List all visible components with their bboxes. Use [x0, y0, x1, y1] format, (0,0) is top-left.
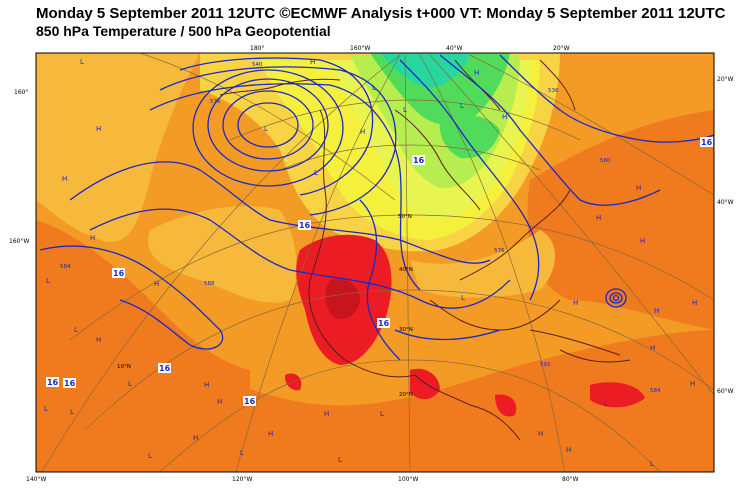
low-center: L [74, 326, 78, 334]
map-subtitle: 850 hPa Temperature / 500 hPa Geopotenti… [36, 23, 331, 39]
temp-red-mexico [410, 368, 440, 400]
low-center: L [403, 106, 407, 114]
high-center: H [96, 336, 101, 344]
low-center: L [240, 449, 244, 457]
contour-label: 16 [47, 378, 59, 387]
high-pressure-markers: H H H H H H H H H H H H H H H H H H H H … [62, 58, 697, 454]
low-center: L [380, 410, 384, 418]
lat-label: 20°N [399, 392, 413, 398]
high-center: H [217, 398, 222, 406]
high-center: H [154, 280, 159, 288]
high-center: H [502, 113, 507, 121]
high-center: H [654, 307, 659, 315]
temp-red-gulf [495, 394, 517, 417]
warm-band-atlantic [527, 110, 714, 330]
geopotential-label: 584 [650, 388, 661, 394]
high-center: H [640, 237, 645, 245]
lat-label: 30°N [399, 327, 413, 333]
contour-label: 16 [159, 364, 171, 373]
high-center: H [90, 234, 95, 242]
contour-label: 16 [378, 319, 390, 328]
temp-dark-red-core [325, 278, 360, 320]
low-center: L [314, 169, 318, 177]
temp-light-orange-central [148, 206, 297, 303]
map-frame [35, 52, 715, 473]
temp-light-orange-east [410, 230, 555, 298]
high-center: H [324, 410, 329, 418]
map-title: Monday 5 September 2011 12UTC ©ECMWF Ana… [36, 5, 726, 22]
low-pressure-markers: L L L L L L L L L L L L L L L L L L [44, 58, 654, 468]
warm-band-south [36, 300, 714, 472]
frame-label-bottom: 100°W [398, 476, 419, 483]
lat-label: 50°N [398, 214, 412, 220]
contour-label: 16 [113, 269, 125, 278]
frame-label-top: 20°W [553, 45, 570, 52]
high-center: H [650, 344, 655, 352]
frame-label-top: 40°W [446, 45, 463, 52]
geopotential-label: 588 [204, 281, 215, 287]
low-center: L [460, 102, 464, 110]
high-center: H [692, 299, 697, 307]
contour-label: 16 [413, 156, 425, 165]
low-center: L [80, 58, 84, 66]
coastlines [219, 59, 631, 441]
contour-label: 16 [64, 379, 76, 388]
geopotential-label: 584 [60, 264, 71, 270]
high-center: H [636, 184, 641, 192]
low-center: L [604, 400, 608, 408]
low-center: L [338, 456, 342, 464]
low-center: L [264, 125, 268, 133]
frame-label-right: 20°W [717, 76, 734, 83]
frame-label-bottom: 80°W [562, 476, 579, 483]
latitude-labels: 50°N 40°N 30°N 20°N 10°N [117, 214, 413, 398]
low-center: L [46, 277, 50, 285]
low-center: L [461, 294, 465, 302]
high-center: H [96, 125, 101, 133]
frame-label-left: 160° [14, 89, 29, 96]
high-center: H [596, 214, 601, 222]
low-center: L [148, 452, 152, 460]
geopotential-label: 536 [548, 88, 559, 94]
high-center: H [193, 434, 198, 442]
geopotential-labels: 540 576 584 588 592 576 580 584 536 [60, 62, 661, 394]
frame-label-left: 160°W [9, 238, 30, 245]
low-center: L [650, 460, 654, 468]
contour-label: 16 [299, 221, 311, 230]
frame-label-right: 40°W [717, 199, 734, 206]
contour-label: 16 [244, 397, 256, 406]
frame-label-top: 180° [250, 45, 265, 52]
lat-label: 40°N [399, 267, 413, 273]
frame-label-bottom: 140°W [26, 476, 47, 483]
high-center: H [62, 175, 67, 183]
geopotential-label: 540 [252, 62, 263, 68]
temp-red-caribbean [590, 382, 645, 408]
low-center: L [70, 408, 74, 416]
high-center: H [690, 380, 695, 388]
temperature-labels: 16 16 16 16 16 16 16 16 16 [46, 137, 713, 406]
geopotential-label: 576 [494, 248, 505, 254]
frame-label-top: 160°W [350, 45, 371, 52]
contour-label: 16 [701, 138, 713, 147]
high-center: H [204, 381, 209, 389]
frame-label-right: 60°W [717, 388, 734, 395]
high-center: H [566, 446, 571, 454]
high-center: H [360, 128, 365, 136]
high-center: H [474, 69, 479, 77]
high-center: H [310, 58, 315, 66]
frame-label-bottom: 120°W [232, 476, 253, 483]
lat-label: 10°N [117, 364, 131, 370]
geopotential-contours [39, 54, 714, 361]
geopotential-label: 592 [540, 362, 551, 368]
high-center: H [268, 430, 273, 438]
geopotential-label: 580 [600, 158, 611, 164]
geopotential-label: 576 [210, 99, 221, 105]
low-center: L [372, 84, 376, 92]
low-center: L [44, 405, 48, 413]
high-center: H [538, 430, 543, 438]
high-center: H [573, 299, 578, 307]
low-center: L [128, 380, 132, 388]
